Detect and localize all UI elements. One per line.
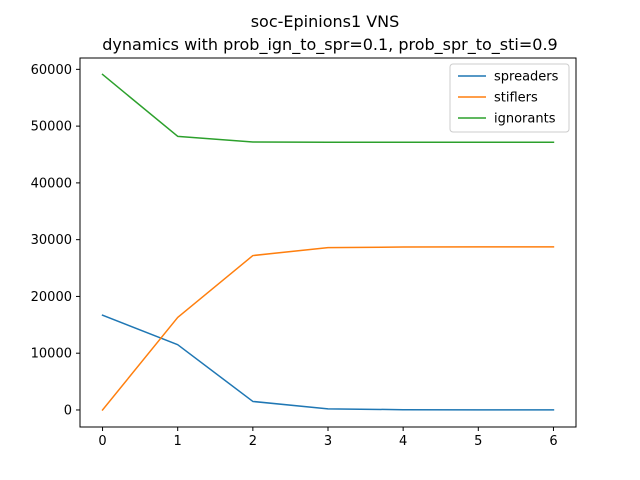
legend-label-spreaders: spreaders — [494, 70, 559, 85]
series-line-stiflers — [101, 246, 555, 412]
legend: spreaders stiflers ignorants — [449, 63, 570, 133]
chart-title: soc-Epinions1 VNS — [251, 12, 400, 31]
x-tick-label: 3 — [324, 434, 332, 449]
y-tick-label: 10000 — [31, 347, 72, 362]
x-tick-label: 6 — [549, 434, 557, 449]
legend-box — [449, 63, 570, 133]
x-axis: 0 1 2 3 4 5 6 — [98, 427, 558, 449]
legend-label-ignorants: ignorants — [494, 112, 556, 127]
y-tick-label: 20000 — [31, 290, 72, 305]
y-tick-label: 40000 — [31, 176, 72, 191]
series-layer — [101, 73, 555, 412]
y-tick-label: 30000 — [31, 233, 72, 248]
y-axis: 0 10000 20000 30000 40000 50000 60000 — [31, 63, 80, 418]
series-line-spreaders — [101, 314, 555, 411]
y-tick-label: 50000 — [31, 120, 72, 135]
x-tick-label: 4 — [399, 434, 407, 449]
y-tick-label: 0 — [64, 403, 72, 418]
x-tick-label: 1 — [174, 434, 182, 449]
x-tick-label: 5 — [474, 434, 482, 449]
legend-label-stiflers: stiflers — [494, 91, 538, 106]
x-tick-label: 0 — [98, 434, 106, 449]
chart-subtitle: dynamics with prob_ign_to_spr=0.1, prob_… — [102, 35, 557, 55]
series-line-ignorants — [101, 73, 555, 144]
y-tick-label: 60000 — [31, 63, 72, 78]
x-tick-label: 2 — [249, 434, 257, 449]
